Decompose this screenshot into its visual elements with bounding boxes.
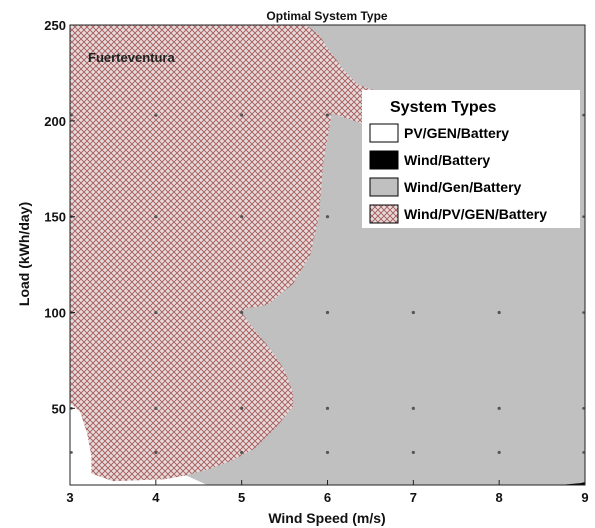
region-layer <box>70 25 585 485</box>
y-tick-label: 250 <box>44 18 66 33</box>
sample-point <box>582 311 585 314</box>
sample-point <box>240 310 244 315</box>
chart-title: Optimal System Type <box>266 9 387 23</box>
legend-title: System Types <box>390 99 497 116</box>
sample-point <box>325 215 330 219</box>
legend-label: PV/GEN/Battery <box>404 125 509 141</box>
x-tick-label: 9 <box>581 490 588 505</box>
sample-point <box>411 310 415 315</box>
x-tick-label: 8 <box>496 490 503 505</box>
region-wind-battery <box>559 482 585 485</box>
sample-point <box>240 215 244 219</box>
x-axis: 3 4 5 6 7 8 9 <box>66 480 589 505</box>
sample-point <box>582 451 585 454</box>
region-wind-pv-gen-battery <box>70 25 431 482</box>
legend-swatch <box>369 150 399 170</box>
y-tick-label: 100 <box>44 306 66 321</box>
y-tick-label: 50 <box>52 401 66 416</box>
sample-point <box>582 215 585 218</box>
sample-point <box>154 406 158 410</box>
sample-point <box>325 310 330 315</box>
site-annotation: Fuerteventura <box>88 50 175 65</box>
legend-label: Wind/PV/GEN/Battery <box>404 206 547 222</box>
legend-swatch <box>369 123 399 143</box>
y-axis: 50 100 150 200 250 <box>44 18 75 416</box>
sample-point <box>154 215 158 219</box>
sample-point <box>240 406 244 410</box>
sample-point <box>70 113 73 117</box>
legend-label: Wind/Gen/Battery <box>404 179 522 195</box>
x-axis-title: Wind Speed (m/s) <box>268 510 385 526</box>
legend-label: Wind/Battery <box>404 152 490 168</box>
sample-point <box>154 310 158 315</box>
sample-point <box>325 450 330 455</box>
sample-point <box>411 450 415 455</box>
sample-point <box>154 450 158 455</box>
sample-point <box>325 113 330 117</box>
y-tick-label: 150 <box>44 210 66 225</box>
sample-point <box>240 450 244 455</box>
x-tick-label: 4 <box>152 490 160 505</box>
sample-point <box>325 406 330 410</box>
y-axis-title: Load (kWh/day) <box>16 202 32 306</box>
sample-point <box>582 407 585 410</box>
x-tick-label: 6 <box>324 490 331 505</box>
sample-point <box>240 113 244 117</box>
sample-point <box>582 113 585 117</box>
sample-point <box>70 451 73 454</box>
x-tick-label: 3 <box>66 490 73 505</box>
sample-point <box>154 113 158 117</box>
sample-point <box>497 310 501 315</box>
x-tick-label: 5 <box>238 490 245 505</box>
region-pv-gen-battery <box>70 402 208 485</box>
sample-point <box>497 406 501 410</box>
sample-point <box>411 406 415 410</box>
y-tick-label: 200 <box>44 114 66 129</box>
legend: System Types PV/GEN/Battery Wind/Battery W… <box>362 90 580 228</box>
legend-swatch <box>369 177 399 197</box>
sample-point <box>497 450 501 455</box>
x-tick-label: 7 <box>410 490 417 505</box>
legend-swatch <box>369 204 399 224</box>
